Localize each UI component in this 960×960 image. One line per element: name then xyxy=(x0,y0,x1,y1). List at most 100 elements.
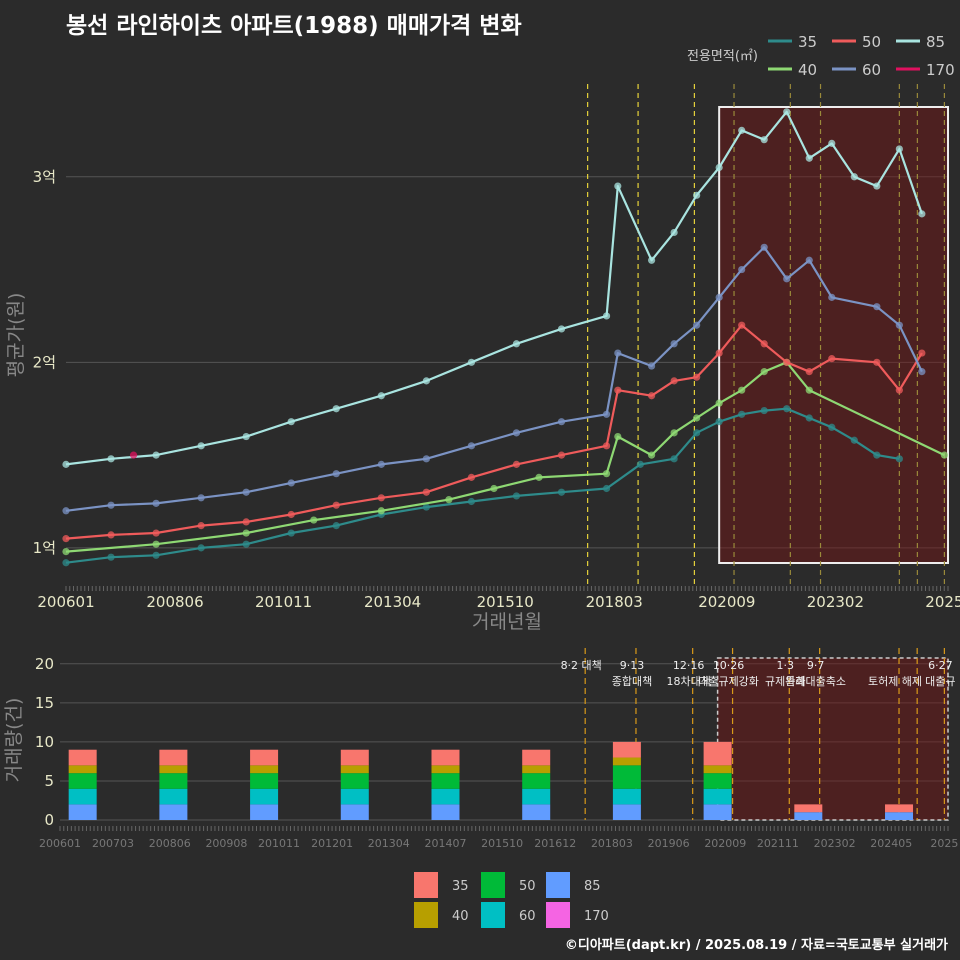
price-point-40-15 xyxy=(760,368,768,376)
volume-ytick-label-2: 10 xyxy=(35,733,54,751)
price-point-85-8 xyxy=(422,377,430,385)
price-point-40-17 xyxy=(805,386,813,394)
price-point-35-14 xyxy=(670,455,678,463)
price-point-50-20 xyxy=(783,358,791,366)
price-point-60-11 xyxy=(557,418,566,426)
volume-bar-50-2 xyxy=(250,773,279,789)
price-point-60-2 xyxy=(152,499,160,507)
price-point-40-14 xyxy=(738,386,746,394)
price-point-50-7 xyxy=(377,494,385,502)
price-point-50-0 xyxy=(62,535,70,543)
volume-bar-85-9 xyxy=(885,812,914,820)
volume-bar-50-3 xyxy=(340,773,369,789)
price-point-60-6 xyxy=(332,470,340,478)
price-point-85-20 xyxy=(783,108,791,116)
price-point-35-1 xyxy=(107,553,115,561)
price-point-85-15 xyxy=(670,228,678,237)
price-point-60-19 xyxy=(760,243,768,251)
price-point-50-24 xyxy=(895,386,903,394)
volume-bar-60-2 xyxy=(250,788,279,805)
volume-legend-label-60: 60 xyxy=(519,909,536,924)
price-point-35-16 xyxy=(715,418,723,426)
volume-bar-35-0 xyxy=(68,749,97,766)
volume-xtick-label-11: 201906 xyxy=(648,837,690,850)
price-point-40-1 xyxy=(152,540,160,548)
price-xtick-label-8: 2025 xyxy=(925,593,960,611)
volume-xtick-label-12: 202009 xyxy=(704,837,746,850)
volume-xtick-label-1: 200703 xyxy=(92,837,134,850)
price-point-85-10 xyxy=(512,340,521,348)
price-point-40-2 xyxy=(242,529,250,537)
price-point-35-21 xyxy=(828,423,836,431)
price-legend-label-35: 35 xyxy=(798,33,817,51)
price-point-85-7 xyxy=(377,392,385,400)
price-xtick-label-1: 200806 xyxy=(146,593,203,611)
price-xtick-label-6: 202009 xyxy=(698,593,755,611)
price-legend-title: 전용면적(㎡) xyxy=(687,49,758,64)
price-point-85-26 xyxy=(918,210,926,218)
price-point-50-17 xyxy=(715,349,723,357)
volume-ytick-label-0: 0 xyxy=(44,811,54,829)
price-ytick-label-2: 3억 xyxy=(33,168,56,186)
volume-xtick-label-14: 202302 xyxy=(814,837,856,850)
price-legend-label-50: 50 xyxy=(862,33,881,51)
volume-bar-50-0 xyxy=(68,773,97,789)
price-point-40-13 xyxy=(715,399,723,407)
price-point-35-22 xyxy=(850,436,858,444)
volume-xtick-label-0: 200601 xyxy=(39,837,81,850)
volume-bar-85-3 xyxy=(340,804,369,820)
volume-bar-60-1 xyxy=(159,788,188,805)
volume-bar-85-0 xyxy=(68,804,97,820)
price-xtick-label-7: 202302 xyxy=(807,593,864,611)
volume-xtick-label-4: 201011 xyxy=(258,837,300,850)
price-point-35-19 xyxy=(783,405,791,413)
price-legend-label-85: 85 xyxy=(926,33,945,51)
price-line-50 xyxy=(65,324,923,540)
price-point-85-17 xyxy=(715,163,723,172)
price-point-85-2 xyxy=(152,451,160,459)
volume-bar-60-7 xyxy=(703,788,732,805)
price-point-85-0 xyxy=(62,460,70,468)
price-point-85-14 xyxy=(647,256,656,264)
volume-bar-85-5 xyxy=(522,804,551,820)
price-point-85-3 xyxy=(197,442,205,450)
price-point-85-4 xyxy=(242,432,250,441)
price-point-85-23 xyxy=(850,173,858,181)
price-point-85-5 xyxy=(287,418,295,426)
volume-bar-85-6 xyxy=(612,804,641,820)
price-point-50-13 xyxy=(614,386,622,394)
price-point-60-16 xyxy=(693,321,701,329)
volume-bar-50-5 xyxy=(522,773,551,789)
volume-bar-40-2 xyxy=(250,765,279,774)
price-point-60-7 xyxy=(377,460,385,468)
volume-bar-35-9 xyxy=(885,804,914,813)
price-point-40-4 xyxy=(377,507,385,515)
source-credit: ©디아파트(dapt.kr) / 2025.08.19 / 자료=국토교통부 실… xyxy=(564,938,948,953)
price-xtick-label-3: 201304 xyxy=(364,593,421,611)
volume-bar-85-7 xyxy=(703,804,732,820)
price-point-60-9 xyxy=(467,442,476,450)
volume-policy-annotation-5-1: 특례대출축소 xyxy=(785,675,846,688)
volume-xtick-label-15: 202405 xyxy=(870,837,912,850)
price-point-85-18 xyxy=(738,126,746,134)
price-point-50-5 xyxy=(287,510,295,519)
price-point-85-9 xyxy=(467,358,476,366)
price-point-60-14 xyxy=(647,362,656,370)
price-point-60-8 xyxy=(422,455,430,463)
volume-ytick-label-4: 20 xyxy=(35,655,54,673)
price-point-40-7 xyxy=(535,473,543,481)
price-point-35-6 xyxy=(332,522,340,530)
volume-legend-label-50: 50 xyxy=(519,879,536,894)
price-point-50-16 xyxy=(693,373,701,381)
volume-highlight-box xyxy=(716,657,949,821)
price-point-35-20 xyxy=(805,414,813,422)
price-point-35-10 xyxy=(512,492,521,500)
volume-xtick-label-16: 2025 xyxy=(930,837,958,850)
price-xtick-label-0: 200601 xyxy=(37,593,94,611)
volume-policy-annotation-1-0: 9·13 xyxy=(620,659,645,672)
price-point-60-1 xyxy=(107,501,115,509)
volume-policy-annotation-4-0: 1·3 xyxy=(777,659,795,672)
price-point-60-12 xyxy=(602,410,611,418)
volume-ytick-label-1: 5 xyxy=(44,772,54,790)
price-point-50-4 xyxy=(242,518,250,526)
